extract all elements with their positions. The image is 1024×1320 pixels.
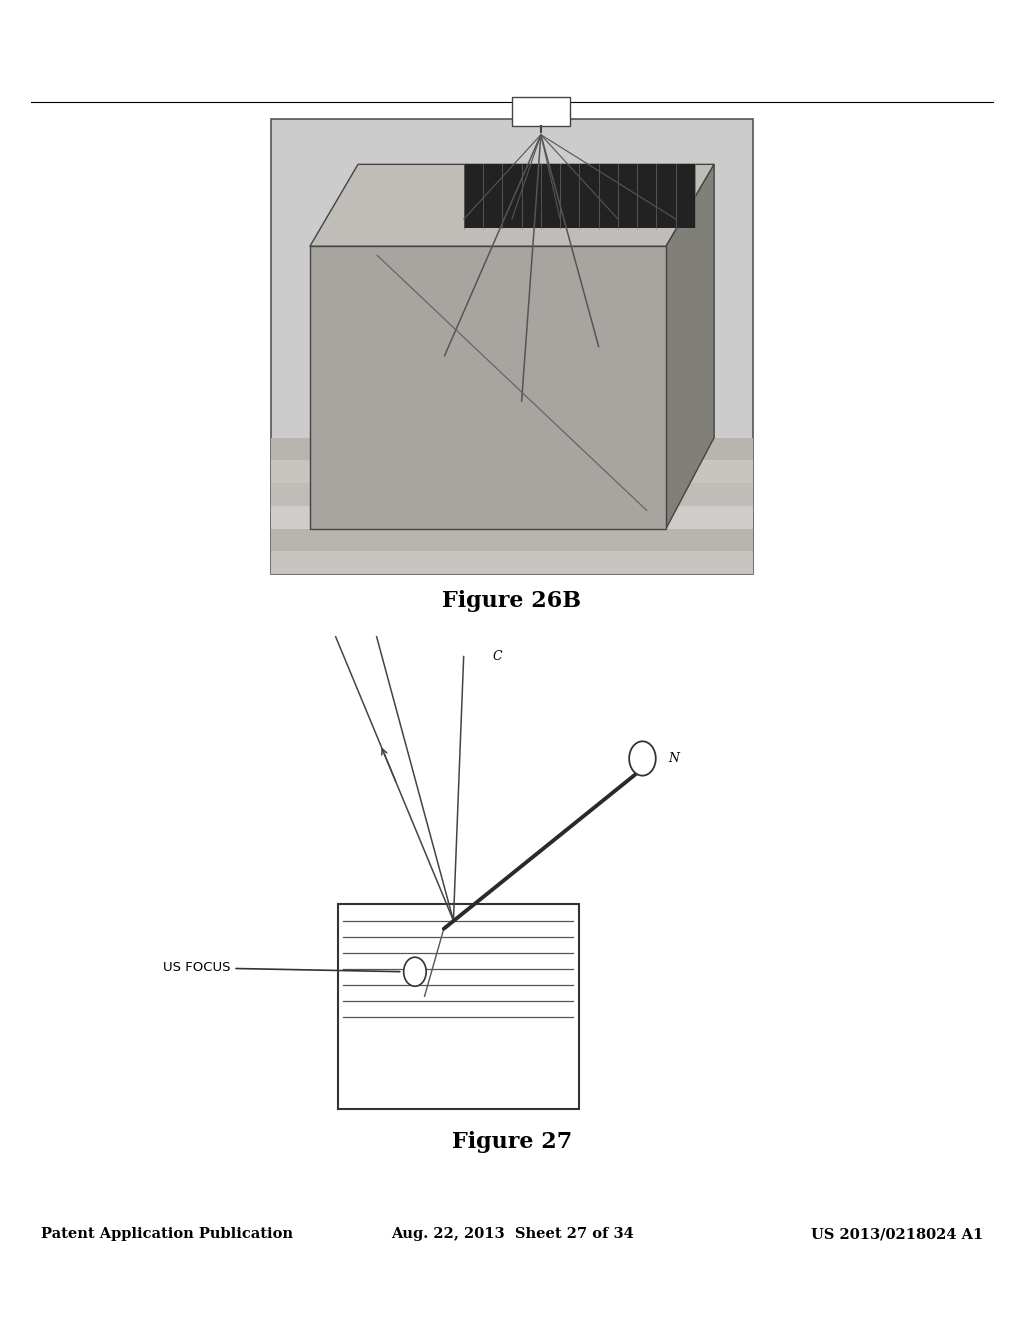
- Text: Aug. 22, 2013  Sheet 27 of 34: Aug. 22, 2013 Sheet 27 of 34: [390, 1228, 634, 1241]
- Bar: [338, 904, 579, 1109]
- Bar: [271, 529, 753, 552]
- Text: US FOCUS: US FOCUS: [163, 961, 399, 974]
- Text: US 2013/0218024 A1: US 2013/0218024 A1: [811, 1228, 983, 1241]
- Polygon shape: [666, 164, 714, 529]
- Bar: [271, 119, 753, 574]
- Bar: [271, 461, 753, 483]
- Polygon shape: [310, 164, 714, 247]
- Text: Figure 26B: Figure 26B: [442, 590, 582, 611]
- Bar: [271, 506, 753, 529]
- Circle shape: [629, 742, 655, 776]
- Bar: [271, 552, 753, 574]
- Bar: [271, 438, 753, 461]
- Circle shape: [403, 957, 426, 986]
- Bar: [512, 96, 569, 125]
- Text: N: N: [668, 752, 679, 766]
- Polygon shape: [310, 247, 666, 529]
- Text: Patent Application Publication: Patent Application Publication: [41, 1228, 293, 1241]
- Text: Figure 27: Figure 27: [452, 1131, 572, 1152]
- Text: C: C: [493, 651, 502, 663]
- Polygon shape: [464, 164, 695, 228]
- Bar: [271, 483, 753, 506]
